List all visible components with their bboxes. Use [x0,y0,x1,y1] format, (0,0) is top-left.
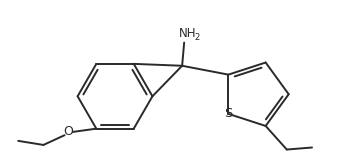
Text: O: O [64,125,74,138]
Text: 2: 2 [195,33,200,42]
Text: S: S [224,107,232,120]
Text: NH: NH [179,27,197,40]
